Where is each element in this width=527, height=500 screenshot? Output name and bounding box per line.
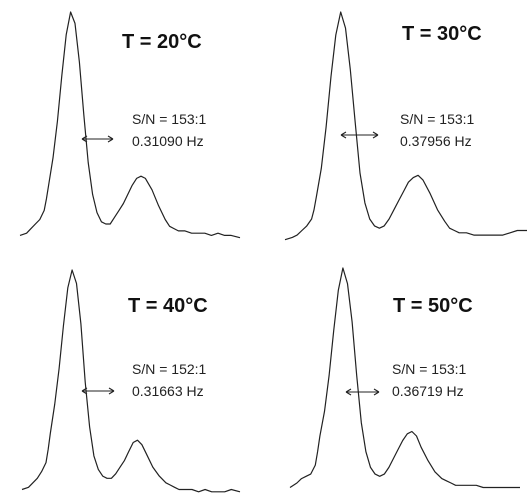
- signal-to-noise-label: S/N = 153:1: [132, 111, 207, 127]
- spectrum-line: [21, 269, 241, 493]
- panel-50c: T = 50°C S/N = 153:1 0.36719 Hz: [289, 267, 520, 489]
- panel-title: T = 20°C: [122, 31, 202, 53]
- panel-title: T = 50°C: [393, 295, 473, 317]
- linewidth-label: 0.31663 Hz: [132, 383, 204, 399]
- signal-to-noise-label: S/N = 153:1: [392, 361, 467, 377]
- panel-40c: T = 40°C S/N = 152:1 0.31663 Hz: [21, 269, 241, 493]
- half-width-arrow: [81, 387, 115, 395]
- panel-30c: T = 30°C S/N = 153:1 0.37956 Hz: [284, 11, 527, 241]
- linewidth-label: 0.31090 Hz: [132, 133, 204, 149]
- linewidth-label: 0.36719 Hz: [392, 383, 464, 399]
- signal-to-noise-label: S/N = 153:1: [400, 111, 475, 127]
- panel-20c: T = 20°C S/N = 153:1 0.31090 Hz: [19, 11, 241, 239]
- spectrum-line: [289, 267, 520, 489]
- panel-title: T = 40°C: [128, 295, 208, 317]
- half-width-arrow: [345, 388, 380, 396]
- signal-to-noise-label: S/N = 152:1: [132, 361, 207, 377]
- half-width-arrow: [81, 135, 114, 143]
- half-width-arrow: [340, 131, 379, 139]
- linewidth-label: 0.37956 Hz: [400, 133, 472, 149]
- spectrum-line: [19, 11, 241, 239]
- spectrum-line: [284, 11, 527, 241]
- panel-title: T = 30°C: [402, 23, 482, 45]
